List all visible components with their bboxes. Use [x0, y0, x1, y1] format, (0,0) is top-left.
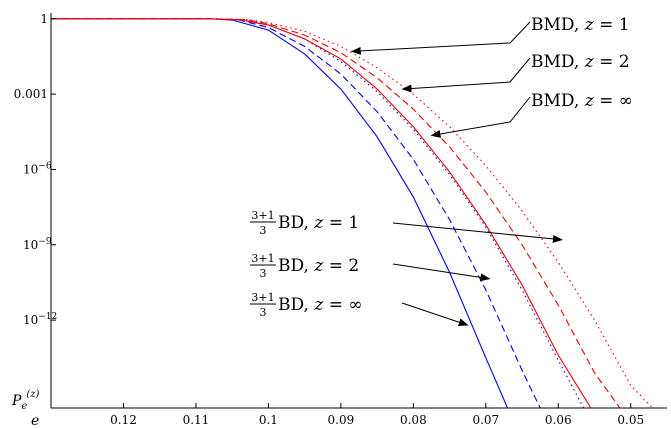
x-tick-label: 0.09	[328, 413, 355, 427]
annotation-bd-1: 3+1 3 BD, z = 1	[250, 209, 563, 243]
series-layer	[51, 18, 653, 408]
y-tick-label: 10−12	[23, 312, 57, 327]
x-axis-label: e	[31, 413, 39, 429]
annotation-bmd-2: BMD, z = 2	[401, 52, 630, 93]
annotation-arrow	[430, 96, 531, 138]
annotation-frac-num: 3+1	[251, 291, 274, 304]
x-tick-label: 0.06	[545, 413, 572, 427]
x-tick-label: 0.12	[110, 413, 137, 427]
annotation-arrow	[392, 222, 563, 243]
x-tick-label: 0.1	[259, 413, 278, 427]
annotation-layer: BMD, z = 1 BMD, z = 2 BMD, z = ∞ 3+1 3 BD, z …	[250, 15, 633, 327]
series-line-bmd-z-inf	[51, 18, 653, 408]
annotation-label: BD, z = ∞	[278, 295, 363, 315]
annotation-frac-den: 3	[260, 267, 267, 280]
x-tick-label: 0.08	[400, 413, 427, 427]
annotation-arrow	[401, 57, 531, 93]
series-line-bmd-z-2	[51, 18, 621, 408]
annotation-arrow	[401, 302, 469, 327]
annotation-label: BMD, z = 2	[531, 52, 630, 72]
annotation-label: BD, z = 1	[278, 213, 359, 233]
annotation-frac-num: 3+1	[251, 209, 274, 222]
annotation-label: BD, z = 2	[278, 256, 359, 276]
series-line-bd-z-2	[51, 18, 541, 408]
annotation-bmd-1: BMD, z = 1	[350, 15, 630, 55]
annotation-arrow	[350, 21, 531, 55]
annotation-label: BMD, z = ∞	[531, 91, 633, 111]
annotation-label: BMD, z = 1	[531, 15, 630, 35]
x-tick-label: 0.11	[183, 413, 210, 427]
axes-layer: 0.12 0.11 0.1 0.09 0.08 0.07 0.06 0.05 1 0.001 10−…	[11, 12, 667, 429]
y-tick-label: 1	[40, 12, 48, 26]
annotation-frac-den: 3	[260, 224, 267, 237]
y-tick-label: 10−9	[23, 237, 52, 252]
annotation-arrow	[392, 263, 491, 282]
annotation-bd-2: 3+1 3 BD, z = 2	[250, 252, 491, 282]
x-tick-label: 0.05	[617, 413, 644, 427]
y-tick-label: 10−6	[23, 161, 52, 176]
annotation-frac-num: 3+1	[251, 252, 274, 265]
y-tick-label: 0.001	[14, 87, 48, 101]
x-tick-label: 0.07	[472, 413, 499, 427]
annotation-frac-den: 3	[260, 306, 267, 319]
annotation-bd-inf: 3+1 3 BD, z = ∞	[250, 291, 469, 327]
annotation-bmd-inf: BMD, z = ∞	[430, 91, 633, 138]
y-axis-label: Pe(z)	[11, 389, 40, 412]
